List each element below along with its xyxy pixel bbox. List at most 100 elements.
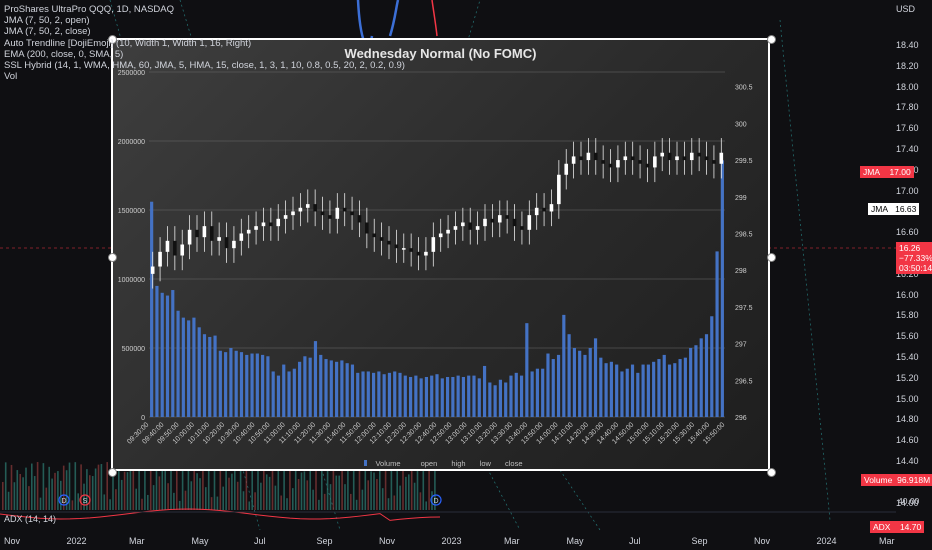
resize-handle-right[interactable]: [767, 253, 776, 262]
candle-body: [269, 222, 273, 227]
volume-bar-bg: [323, 493, 326, 510]
volume-bar-bg: [86, 469, 88, 510]
time-axis-label: May: [566, 536, 584, 546]
volume-bar-bg: [22, 477, 24, 510]
volume-bar-bg: [202, 467, 204, 510]
symbol-title[interactable]: ProShares UltraPro QQQ, 1D, NASDAQ: [4, 4, 174, 15]
resize-handle-top-left[interactable]: [108, 35, 117, 44]
volume-bar-bg: [97, 464, 100, 510]
candle-body: [305, 204, 310, 208]
indicator-jma-close[interactable]: JMA (7, 50, 2, close): [4, 26, 91, 38]
volume-bar: [604, 363, 608, 417]
volume-bar-bg: [33, 476, 36, 510]
candle: [416, 237, 421, 271]
volume-bar-bg: [7, 491, 10, 510]
indicator-ema[interactable]: EMA (200, close, 0, SMA, 5): [4, 48, 124, 60]
candle-body: [379, 237, 384, 241]
volume-bar-bg: [115, 489, 117, 510]
volume-bar-bg: [381, 488, 384, 510]
candle-body: [387, 240, 391, 245]
volume-bar: [393, 371, 397, 417]
volume-bar-bg: [274, 485, 277, 510]
volume-bar-bg: [207, 463, 210, 510]
candle-body: [261, 222, 266, 227]
volume-bar-bg: [370, 471, 372, 510]
volume-bar-bg: [408, 474, 410, 510]
image-overlay[interactable]: Wednesday Normal (No FOMC) Volume open h…: [111, 38, 770, 471]
volume-bar-bg: [31, 463, 33, 510]
volume-bar-bg: [416, 444, 419, 510]
volume-bar-bg: [205, 487, 207, 510]
volume-bar-bg: [350, 493, 352, 510]
last-price-value: 16.26: [899, 243, 921, 253]
volume-bar: [451, 376, 455, 417]
volume-bar: [625, 368, 629, 417]
candle-body: [438, 233, 443, 238]
volume-bar-bg: [155, 468, 158, 510]
volume-bar-bg: [396, 463, 398, 510]
resize-handle-left[interactable]: [108, 253, 117, 262]
volume-bar-bg: [173, 492, 175, 510]
volume-bar-bg: [2, 482, 4, 510]
volume-bar: [213, 335, 217, 417]
adx-pane-title[interactable]: ADX (14, 14): [4, 514, 57, 524]
volume-bar-bg: [13, 482, 16, 510]
volume-bar: [498, 379, 502, 417]
indicator-vol[interactable]: Vol: [4, 71, 18, 83]
candle-body: [461, 222, 465, 227]
time-axis-label: 2024: [816, 536, 837, 546]
candle-body: [712, 160, 716, 164]
candle: [630, 141, 635, 175]
candle-body: [579, 156, 583, 161]
indicator-jma-open[interactable]: JMA (7, 50, 2, open): [4, 15, 90, 27]
candle: [667, 138, 672, 175]
volume-bar: [551, 359, 555, 417]
volume-bar-bg: [149, 463, 152, 510]
candle: [387, 226, 391, 260]
volume-bar-bg: [248, 501, 251, 510]
candle: [246, 215, 251, 249]
jma-curve: [388, 0, 400, 37]
volume-bar-bg: [306, 480, 309, 510]
volume-bar: [377, 371, 381, 417]
volume-bar: [488, 382, 492, 417]
volume-bar: [662, 354, 666, 417]
candle: [675, 141, 679, 175]
indicator-auto-trendline[interactable]: Auto Trendline [DojiEmoji] (10, Width 1,…: [4, 37, 252, 49]
volume-bar: [414, 375, 418, 417]
volume-bar-bg: [321, 442, 323, 510]
resize-handle-bottom-right[interactable]: [767, 468, 776, 477]
candle: [601, 145, 605, 179]
candle: [712, 145, 716, 179]
left-axis-tick: 1000000: [118, 277, 145, 284]
volume-bar-bg: [91, 476, 94, 510]
time-axis[interactable]: Nov 2022 Mar May Jul Sep Nov 2023 Mar May Jul Sep No…: [0, 533, 896, 550]
indicator-ssl-hybrid[interactable]: SSL Hybrid (14, 1, WMA, HMA, 60, JMA, 5,…: [4, 60, 405, 72]
volume-bar: [419, 378, 423, 417]
volume-bar: [150, 201, 154, 417]
volume-bar-bg: [355, 499, 358, 510]
volume-bar-bg: [367, 480, 369, 510]
time-axis-label: Mar: [504, 536, 520, 546]
volume-bar-bg: [42, 463, 45, 510]
resize-handle-top-right[interactable]: [767, 35, 776, 44]
volume-bar: [298, 361, 302, 417]
volume-bar-bg: [283, 462, 285, 510]
candle: [305, 189, 310, 223]
candle: [320, 196, 325, 230]
candle-body: [520, 226, 524, 230]
resize-handle-bottom-left[interactable]: [108, 468, 117, 477]
volume-bar-bg: [222, 486, 224, 510]
volume-bar-bg: [74, 462, 77, 510]
volume-bar-bg: [271, 467, 274, 510]
candle-body: [682, 156, 687, 161]
volume-bar-bg: [51, 478, 53, 510]
volume-bar: [667, 364, 672, 417]
volume-bar-bg: [387, 498, 390, 510]
volume-bar: [366, 371, 370, 417]
volume-bar-bg: [216, 496, 219, 510]
volume-bar-bg: [315, 462, 317, 510]
event-marker-label: D: [433, 498, 438, 505]
time-axis-label: 2022: [66, 536, 87, 546]
volume-bar: [340, 360, 344, 417]
